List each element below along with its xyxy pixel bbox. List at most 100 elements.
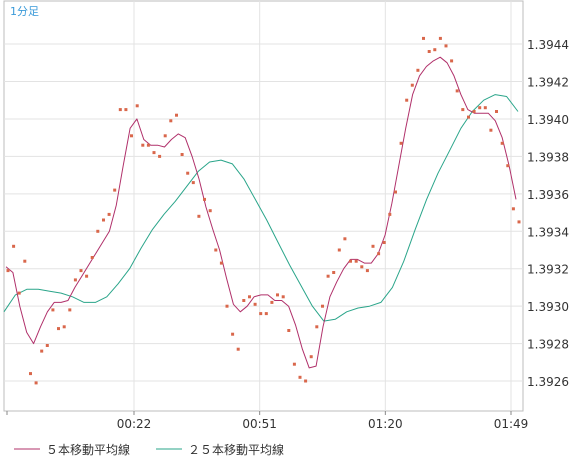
price-point bbox=[225, 304, 229, 308]
price-point bbox=[163, 134, 167, 138]
y-tick-label: 1.3932 bbox=[527, 263, 569, 277]
x-tick-labels: 00:22 00:51 01:20 01:49 bbox=[117, 417, 529, 431]
x-gridlines bbox=[6, 1, 512, 415]
legend-label-ma5: ５本移動平均線 bbox=[46, 442, 130, 457]
x-tick-label: 01:20 bbox=[368, 417, 403, 431]
price-point bbox=[332, 271, 336, 274]
price-point bbox=[382, 241, 386, 244]
y-tick-label: 1.3940 bbox=[527, 113, 569, 127]
ma25-line bbox=[3, 94, 519, 322]
price-point bbox=[270, 300, 274, 304]
price-point bbox=[124, 108, 128, 112]
price-point bbox=[478, 106, 482, 110]
price-point bbox=[276, 293, 279, 297]
price-point bbox=[506, 164, 510, 168]
price-point bbox=[102, 218, 105, 222]
price-point bbox=[292, 362, 296, 366]
price-point bbox=[438, 36, 442, 40]
y-tick-label: 1.3926 bbox=[527, 375, 569, 389]
price-point bbox=[405, 98, 409, 102]
price-point bbox=[51, 308, 55, 312]
y-tick-label: 1.3944 bbox=[527, 38, 569, 52]
price-point bbox=[511, 207, 515, 211]
price-point bbox=[85, 274, 89, 278]
price-point bbox=[304, 379, 308, 383]
price-point bbox=[315, 325, 319, 329]
price-point bbox=[467, 115, 470, 119]
price-point bbox=[45, 344, 49, 347]
price-point bbox=[90, 256, 94, 259]
price-point bbox=[175, 113, 178, 117]
price-point bbox=[96, 229, 100, 233]
y-tick-label: 1.3936 bbox=[527, 188, 569, 202]
price-point bbox=[388, 212, 392, 216]
price-point bbox=[23, 259, 27, 263]
price-point bbox=[12, 244, 16, 248]
x-tick-label: 00:51 bbox=[242, 417, 277, 431]
price-point bbox=[371, 244, 375, 248]
price-point bbox=[107, 212, 111, 216]
price-point bbox=[354, 259, 358, 263]
price-point bbox=[500, 141, 504, 145]
price-point bbox=[433, 48, 437, 52]
price-point bbox=[214, 248, 218, 252]
price-point bbox=[377, 252, 381, 256]
y-gridlines bbox=[4, 43, 523, 382]
price-point bbox=[40, 349, 44, 353]
price-point bbox=[236, 347, 240, 351]
price-point bbox=[186, 171, 190, 175]
price-point bbox=[349, 259, 352, 263]
price-point bbox=[517, 220, 521, 224]
price-point bbox=[146, 143, 150, 147]
price-point bbox=[208, 209, 212, 213]
price-point bbox=[158, 154, 162, 158]
y-tick-labels: 1.3926 1.3928 1.3930 1.3932 1.3934 1.3936 1.39… bbox=[527, 38, 569, 389]
chart-title: 1分足 bbox=[10, 5, 39, 18]
price-point bbox=[427, 50, 431, 53]
price-point bbox=[410, 83, 414, 87]
price-point bbox=[57, 327, 60, 331]
x-tick-label: 00:22 bbox=[117, 417, 152, 431]
price-point bbox=[242, 299, 246, 302]
price-point bbox=[130, 134, 133, 138]
ma5-line bbox=[5, 56, 517, 369]
x-tick-label: 01:49 bbox=[494, 417, 529, 431]
price-point bbox=[450, 59, 454, 63]
price-point bbox=[6, 269, 10, 273]
price-point bbox=[461, 108, 465, 112]
price-point bbox=[287, 329, 291, 332]
price-point bbox=[495, 110, 498, 113]
price-points bbox=[6, 36, 521, 385]
price-point bbox=[281, 295, 285, 299]
price-point bbox=[489, 128, 493, 132]
price-point bbox=[180, 153, 184, 156]
price-point bbox=[169, 119, 173, 123]
price-point bbox=[79, 269, 83, 273]
price-point bbox=[113, 188, 117, 192]
price-point bbox=[326, 274, 330, 278]
price-point bbox=[298, 375, 302, 379]
ma5-series bbox=[5, 56, 517, 369]
price-point bbox=[416, 68, 420, 72]
price-point bbox=[17, 291, 21, 295]
price-point bbox=[343, 237, 347, 241]
price-point bbox=[337, 248, 341, 252]
price-point bbox=[152, 151, 156, 155]
price-point bbox=[259, 312, 263, 316]
plot-area bbox=[3, 0, 524, 412]
price-point bbox=[253, 302, 257, 306]
price-point bbox=[365, 269, 369, 273]
price-point bbox=[191, 181, 195, 185]
y-tick-label: 1.3928 bbox=[527, 338, 569, 352]
price-point bbox=[321, 304, 324, 308]
price-point bbox=[483, 106, 487, 110]
price-point bbox=[68, 308, 72, 312]
price-point bbox=[231, 332, 235, 336]
price-point bbox=[422, 36, 425, 40]
price-point bbox=[141, 143, 145, 147]
price-point bbox=[309, 355, 313, 359]
price-point bbox=[34, 381, 38, 385]
price-point bbox=[219, 261, 223, 265]
ma25-series bbox=[3, 94, 519, 322]
